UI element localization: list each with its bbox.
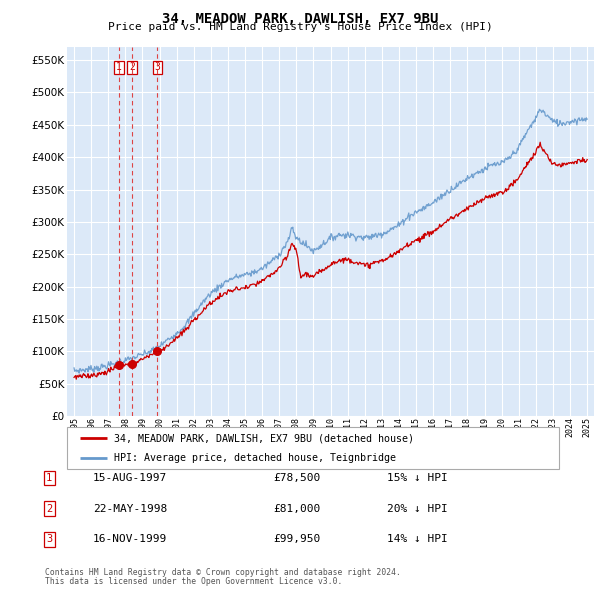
Text: 2: 2 [46,504,52,513]
Text: 34, MEADOW PARK, DAWLISH, EX7 9BU (detached house): 34, MEADOW PARK, DAWLISH, EX7 9BU (detac… [114,433,414,443]
Text: 16-NOV-1999: 16-NOV-1999 [93,535,167,544]
Text: 1: 1 [116,63,122,73]
Text: 15-AUG-1997: 15-AUG-1997 [93,473,167,483]
Text: This data is licensed under the Open Government Licence v3.0.: This data is licensed under the Open Gov… [45,577,343,586]
Text: 15% ↓ HPI: 15% ↓ HPI [387,473,448,483]
Text: £81,000: £81,000 [273,504,320,513]
Text: 34, MEADOW PARK, DAWLISH, EX7 9BU: 34, MEADOW PARK, DAWLISH, EX7 9BU [162,12,438,26]
Text: £99,950: £99,950 [273,535,320,544]
Text: 22-MAY-1998: 22-MAY-1998 [93,504,167,513]
Text: 3: 3 [155,63,160,73]
Text: HPI: Average price, detached house, Teignbridge: HPI: Average price, detached house, Teig… [114,453,396,463]
Text: Price paid vs. HM Land Registry's House Price Index (HPI): Price paid vs. HM Land Registry's House … [107,22,493,32]
Text: 20% ↓ HPI: 20% ↓ HPI [387,504,448,513]
Text: 1: 1 [46,473,52,483]
Text: 14% ↓ HPI: 14% ↓ HPI [387,535,448,544]
Text: £78,500: £78,500 [273,473,320,483]
Text: 3: 3 [46,535,52,544]
Text: 2: 2 [129,63,135,73]
Text: Contains HM Land Registry data © Crown copyright and database right 2024.: Contains HM Land Registry data © Crown c… [45,568,401,577]
